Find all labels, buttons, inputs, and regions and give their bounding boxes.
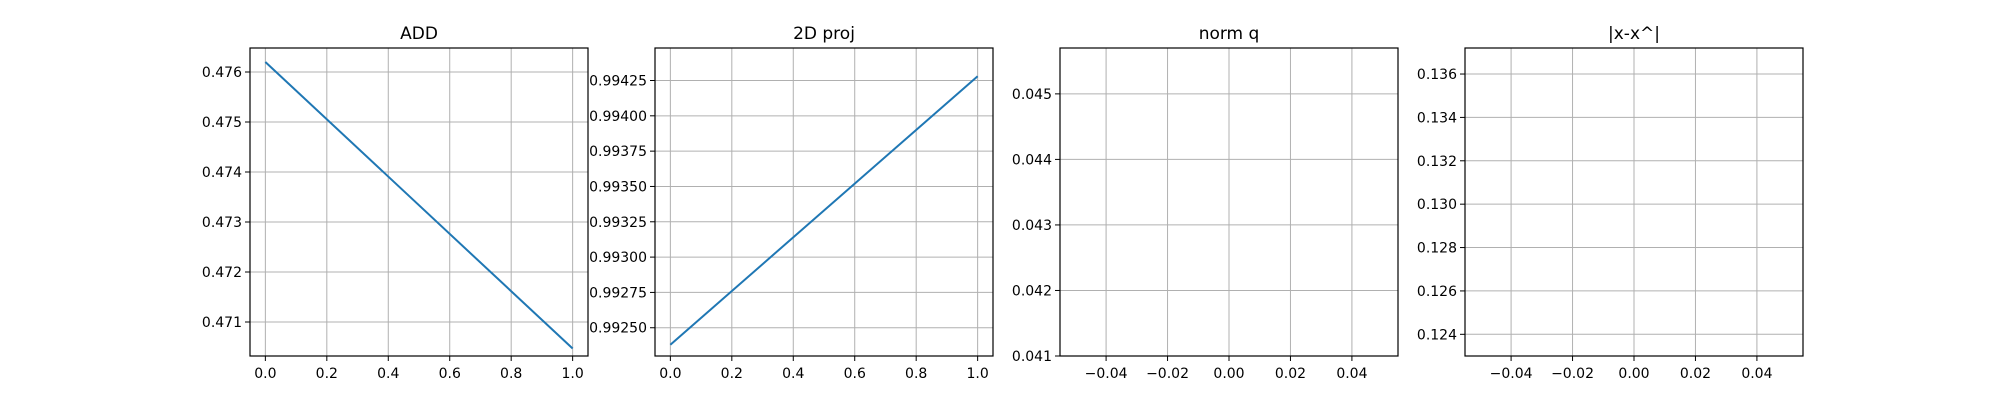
chart-2-y-tick-label: 0.99325 bbox=[589, 215, 647, 231]
chart-1-x-tick-label: 0.6 bbox=[439, 366, 461, 382]
chart-4-x-tick-label: 0.04 bbox=[1741, 366, 1772, 382]
chart-2-y-tick-label: 0.99375 bbox=[589, 144, 647, 160]
chart-4: −0.04 −0.02 0.00 0.02 0.04 0.124 0.126 0.128 0.1… bbox=[1417, 24, 1804, 382]
chart-1-title: ADD bbox=[400, 24, 438, 44]
chart-2-x-tick-label: 0.8 bbox=[905, 366, 927, 382]
chart-1-y-tick-label: 0.472 bbox=[202, 265, 242, 281]
chart-3: −0.04 −0.02 0.00 0.02 0.04 0.041 0.042 0.043 0.0… bbox=[1012, 24, 1399, 382]
chart-2-y-tick-label: 0.99300 bbox=[589, 250, 647, 266]
chart-2-plot-area bbox=[655, 48, 993, 356]
chart-4-x-tick-label: −0.04 bbox=[1490, 366, 1533, 382]
chart-1-y-tick-label: 0.475 bbox=[202, 115, 242, 131]
chart-1-x-tick-label: 0.4 bbox=[377, 366, 399, 382]
chart-3-x-tick-label: −0.04 bbox=[1085, 366, 1128, 382]
chart-3-x-tick-label: −0.02 bbox=[1146, 366, 1189, 382]
chart-4-y-tick-label: 0.136 bbox=[1417, 67, 1457, 83]
chart-2-x-tick-label: 1.0 bbox=[967, 366, 989, 382]
chart-1-y-tick-label: 0.476 bbox=[202, 65, 242, 81]
chart-2-x-tick-label: 0.2 bbox=[721, 366, 743, 382]
chart-2-y-tick-label: 0.99400 bbox=[589, 109, 647, 125]
chart-1-x-tick-label: 0.8 bbox=[500, 366, 522, 382]
chart-3-y-tick-label: 0.043 bbox=[1012, 218, 1052, 234]
chart-2-y-tick-label: 0.99350 bbox=[589, 179, 647, 195]
chart-1-frame bbox=[249, 47, 589, 357]
chart-2-x-tick-label: 0.0 bbox=[659, 366, 681, 382]
chart-4-y-tick-label: 0.126 bbox=[1417, 284, 1457, 300]
chart-2: 0.0 0.2 0.4 0.6 0.8 1.0 0.99250 0.99275 0.99300 0… bbox=[589, 24, 994, 382]
chart-2-title: 2D proj bbox=[793, 24, 855, 44]
chart-4-x-tick-label: −0.02 bbox=[1551, 366, 1594, 382]
chart-4-y-tick-label: 0.134 bbox=[1417, 110, 1457, 126]
chart-3-x-tick-label: 0.04 bbox=[1336, 366, 1367, 382]
chart-3-x-tick-label: 0.00 bbox=[1213, 366, 1244, 382]
chart-3-y-tick-label: 0.045 bbox=[1012, 87, 1052, 103]
chart-2-series-line-1 bbox=[669, 75, 979, 346]
chart-2-x-tick-label: 0.6 bbox=[844, 366, 866, 382]
chart-2-y-tick-label: 0.99250 bbox=[589, 321, 647, 337]
chart-1-x-tick-label: 0.0 bbox=[254, 366, 276, 382]
chart-1-x-tick-label: 0.2 bbox=[316, 366, 338, 382]
chart-4-y-tick-label: 0.128 bbox=[1417, 241, 1457, 257]
chart-4-y-tick-label: 0.124 bbox=[1417, 327, 1457, 343]
chart-2-x-tick-label: 0.4 bbox=[782, 366, 804, 382]
chart-4-y-tick-label: 0.130 bbox=[1417, 197, 1457, 213]
chart-4-y-tick-label: 0.132 bbox=[1417, 154, 1457, 170]
chart-4-x-tick-label: 0.00 bbox=[1618, 366, 1649, 382]
chart-1: 0.0 0.2 0.4 0.6 0.8 1.0 0.471 0.472 0.473 0.474 0.… bbox=[202, 24, 589, 382]
chart-3-x-tick-label: 0.02 bbox=[1275, 366, 1306, 382]
chart-2-y-tick-label: 0.99425 bbox=[589, 73, 647, 89]
chart-4-x-tick-label: 0.02 bbox=[1680, 366, 1711, 382]
chart-1-y-tick-label: 0.471 bbox=[202, 315, 242, 331]
chart-3-y-tick-label: 0.044 bbox=[1012, 152, 1052, 168]
chart-1-x-tick-label: 1.0 bbox=[562, 366, 584, 382]
chart-2-y-tick-label: 0.99275 bbox=[589, 285, 647, 301]
chart-3-y-tick-label: 0.042 bbox=[1012, 283, 1052, 299]
chart-1-y-tick-label: 0.474 bbox=[202, 165, 242, 181]
chart-2-frame bbox=[654, 47, 994, 357]
chart-1-y-tick-label: 0.473 bbox=[202, 215, 242, 231]
chart-3-y-tick-label: 0.041 bbox=[1012, 349, 1052, 365]
chart-3-title: norm q bbox=[1199, 24, 1260, 44]
chart-1-series-line-1 bbox=[264, 61, 574, 350]
chart-4-title: |x-x^| bbox=[1608, 24, 1660, 44]
